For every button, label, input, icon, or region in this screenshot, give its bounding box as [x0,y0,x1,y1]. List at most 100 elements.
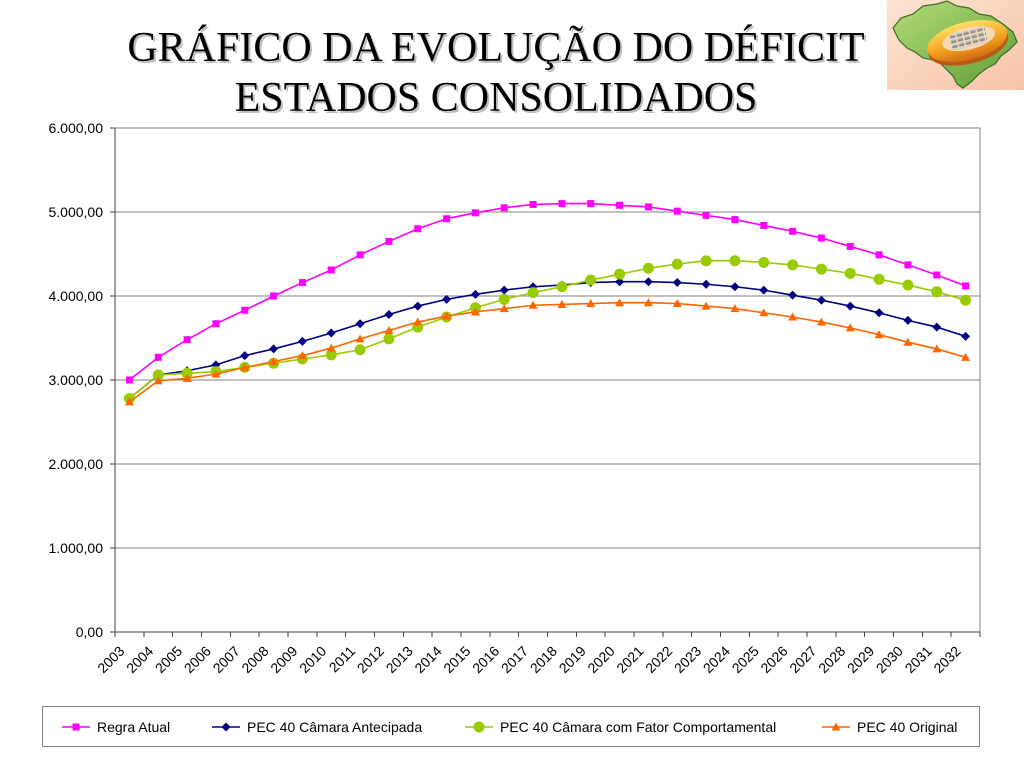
x-tick-label-2016: 2016 [469,643,502,676]
data-point-pec-40-camara-com-fator-comportamental-2028 [844,267,856,279]
data-point-pec-40-original-2031 [932,344,942,353]
x-tick-label-2014: 2014 [411,643,444,676]
brazil-map-emblem-icon [887,0,1024,90]
data-point-pec-40-camara-com-fator-comportamental-2012 [383,333,395,345]
x-tick-label-2026: 2026 [757,643,790,676]
data-point-pec-40-original-2003 [124,397,134,406]
x-tick-label-2004: 2004 [123,643,156,676]
data-point-pec-40-camara-antecipada-2027 [816,295,826,305]
plot-area-and-gridlines [114,127,981,633]
x-tick-label-2020: 2020 [584,643,617,676]
x-tick-label-2007: 2007 [210,643,243,676]
x-tick-label-2031: 2031 [902,643,935,676]
data-point-pec-40-original-2008 [269,357,279,366]
legend-label: Regra Atual [97,718,171,735]
x-tick-label-2021: 2021 [613,643,646,676]
data-point-pec-40-camara-antecipada-2013 [413,301,423,311]
data-point-pec-40-camara-com-fator-comportamental-2025 [758,256,770,268]
legend-label: PEC 40 Câmara com Fator Comportamental [500,718,777,735]
series-line-regra-atual [128,202,966,381]
data-point-pec-40-original-2018 [557,299,567,308]
data-point-pec-40-camara-com-fator-comportamental-2024 [729,255,741,267]
logo [887,0,1024,90]
data-point-pec-40-camara-antecipada-2029 [874,308,884,318]
data-point-pec-40-camara-antecipada-2014 [442,294,452,304]
data-point-regra-atual-2004 [154,353,162,361]
emblem-ring [927,20,1009,66]
y-tick-label: 0,00 [76,624,103,640]
data-point-pec-40-camara-antecipada-2028 [845,301,855,311]
legend-label: PEC 40 Original [857,718,958,735]
data-point-regra-atual-2030 [904,261,912,269]
data-point-pec-40-camara-com-fator-comportamental-2019 [585,274,597,286]
x-tick-label-2030: 2030 [873,643,906,676]
data-point-regra-atual-2007 [241,306,249,314]
data-point-pec-40-camara-com-fator-comportamental-2011 [354,344,366,356]
data-point-pec-40-camara-antecipada-2026 [788,290,798,300]
data-point-pec-40-original-2016 [499,304,509,313]
data-point-pec-40-original-2020 [615,298,625,307]
chart-title-line-1: GRÁFICO DA EVOLUÇÃO DO DÉFICIT [127,25,865,71]
x-tick-label-2009: 2009 [267,643,300,676]
legend-circle-marker [473,721,485,732]
data-point-pec-40-camara-antecipada-2015 [470,289,480,299]
circle-marker-icon [465,721,493,732]
data-point-pec-40-original-2022 [672,299,682,308]
data-point-pec-40-original-2028 [845,323,855,332]
y-tick-label: 1.000,00 [49,540,104,556]
emblem-grid [949,26,989,51]
data-point-pec-40-camara-com-fator-comportamental-2029 [873,273,885,285]
x-tick-label-2006: 2006 [181,643,214,676]
y-tick-label: 5.000,00 [49,204,104,220]
data-point-pec-40-original-2010 [326,343,336,352]
diamond-marker-icon [212,722,240,731]
data-point-regra-atual-2031 [933,271,941,279]
data-point-pec-40-camara-com-fator-comportamental-2022 [671,258,683,270]
data-point-regra-atual-2029 [875,251,883,259]
x-tick-label-2013: 2013 [383,643,416,676]
data-point-pec-40-camara-com-fator-comportamental-2016 [498,293,510,305]
data-point-pec-40-original-2030 [903,337,913,346]
data-series [123,200,972,406]
x-tick-label-2017: 2017 [498,643,531,676]
data-point-pec-40-camara-antecipada-2007 [240,351,250,361]
data-point-regra-atual-2025 [760,221,768,229]
data-point-pec-40-camara-com-fator-comportamental-2031 [931,286,943,298]
data-point-regra-atual-2018 [558,200,566,208]
data-point-pec-40-camara-antecipada-2010 [326,328,336,338]
data-point-regra-atual-2011 [356,251,364,259]
data-point-regra-atual-2020 [616,201,624,209]
data-point-pec-40-camara-antecipada-2025 [759,285,769,295]
data-point-regra-atual-2023 [702,211,710,219]
legend-diamond-marker [221,722,231,731]
square-marker-icon [62,723,90,730]
data-point-pec-40-original-2021 [643,298,653,307]
triangle-marker-icon [822,722,850,730]
data-point-pec-40-camara-com-fator-comportamental-2010 [325,349,337,361]
data-point-pec-40-original-2023 [701,301,711,310]
data-point-pec-40-original-2004 [153,376,163,385]
data-point-pec-40-camara-antecipada-2032 [961,331,971,341]
data-point-pec-40-original-2009 [297,351,307,360]
data-point-regra-atual-2008 [270,292,278,300]
series-pec-40-original [124,298,971,406]
data-point-pec-40-original-2025 [759,308,769,317]
x-tick-label-2012: 2012 [354,643,387,676]
data-point-pec-40-original-2005 [182,373,192,382]
data-point-pec-40-camara-com-fator-comportamental-2027 [815,263,827,275]
data-point-pec-40-original-2032 [961,352,971,361]
data-point-regra-atual-2003 [125,376,133,384]
x-tick-label-2025: 2025 [729,643,762,676]
line-chart: 0,00 1.000,00 2.000,00 3.000,00 4.000,00 5.00… [49,120,981,676]
data-point-regra-atual-2010 [327,266,335,274]
x-tick-label-2023: 2023 [671,643,704,676]
x-tick-label-2019: 2019 [556,643,589,676]
data-point-pec-40-original-2017 [528,300,538,309]
data-point-regra-atual-2022 [673,207,681,215]
data-point-pec-40-camara-antecipada-2023 [701,279,711,289]
x-tick-label-2010: 2010 [296,643,329,676]
data-point-pec-40-original-2027 [816,317,826,326]
x-tick-label-2018: 2018 [527,643,560,676]
data-point-regra-atual-2027 [817,234,825,242]
